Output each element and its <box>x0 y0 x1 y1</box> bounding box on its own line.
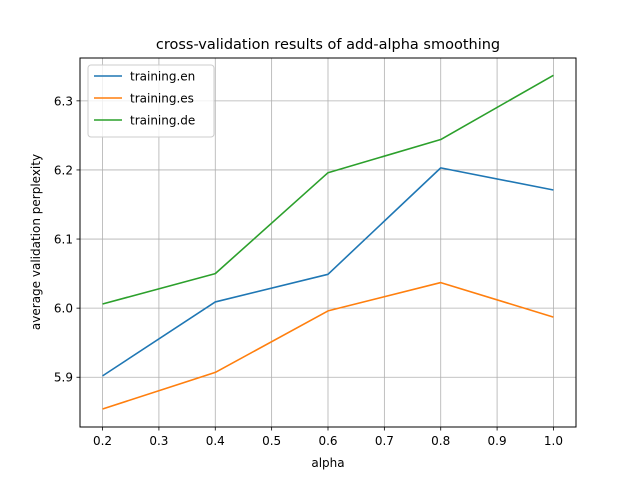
series-line-training-de <box>102 74 554 305</box>
x-tick-label: 0.5 <box>262 434 281 448</box>
x-tick-label: 0.4 <box>206 434 225 448</box>
x-axis-ticks: 0.2 0.3 0.4 0.5 0.6 0.7 0.8 0.9 1.0 <box>93 427 563 448</box>
series-line-training-es <box>102 281 554 410</box>
x-tick-label: 0.8 <box>431 434 450 448</box>
chart-title: cross-validation results of add-alpha sm… <box>156 37 500 53</box>
legend-box <box>87 64 215 138</box>
y-tick-label: 6.3 <box>54 94 73 108</box>
x-tick-label: 0.2 <box>93 434 112 448</box>
series-line-training-en <box>102 167 554 377</box>
legend-label: training.es <box>130 92 194 106</box>
y-axis-label: average validation perplexity <box>29 154 43 330</box>
x-axis-label: alpha <box>311 456 344 470</box>
x-tick-label: 0.7 <box>375 434 394 448</box>
y-tick-label: 6.2 <box>54 163 73 177</box>
x-tick-label: 0.6 <box>318 434 337 448</box>
y-axis-ticks: 5.9 6.0 6.1 6.2 6.3 <box>54 94 80 385</box>
series-lines <box>102 74 554 410</box>
x-tick-label: 1.0 <box>544 434 563 448</box>
grid <box>80 58 576 427</box>
legend-label: training.en <box>130 70 195 84</box>
y-tick-label: 6.1 <box>54 233 73 247</box>
x-tick-label: 0.3 <box>149 434 168 448</box>
y-tick-label: 6.0 <box>54 302 73 316</box>
legend-label: training.de <box>130 114 195 128</box>
x-tick-label: 0.9 <box>488 434 507 448</box>
y-tick-label: 5.9 <box>54 371 73 385</box>
legend: training.en training.es training.de <box>87 64 215 138</box>
